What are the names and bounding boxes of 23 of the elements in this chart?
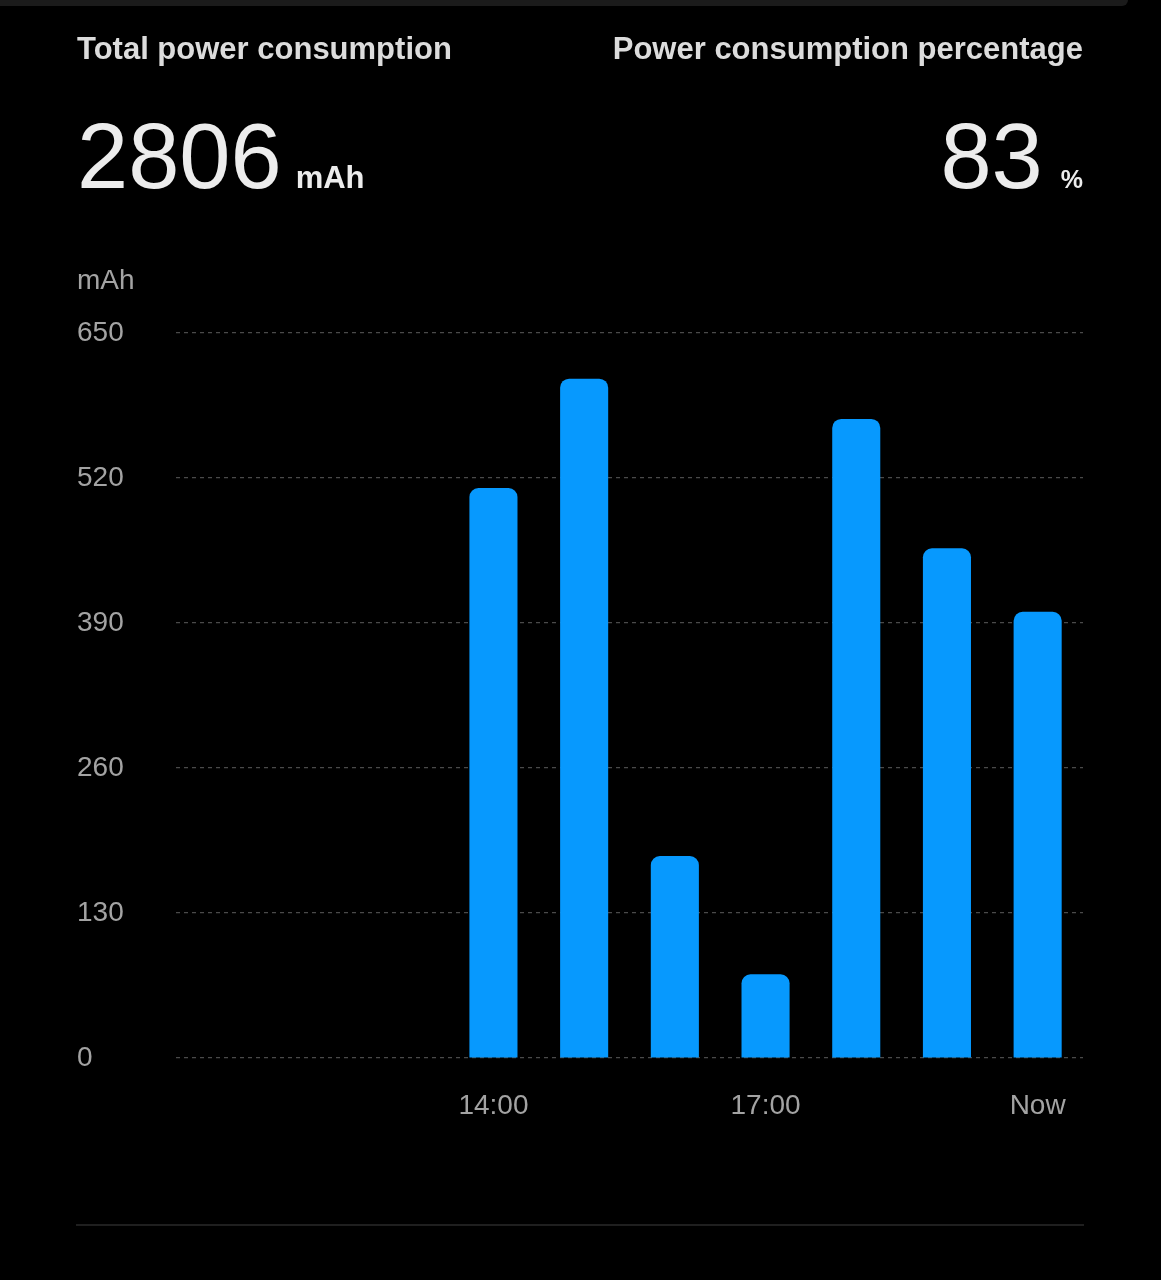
y-tick-label: 520	[77, 460, 124, 492]
text: 2806	[77, 105, 282, 207]
x-tick-label: Now	[1009, 1088, 1067, 1120]
y-tick-label: 650	[77, 315, 124, 347]
bar	[832, 418, 881, 1058]
y-tick-label: 260	[77, 750, 124, 782]
y-tick-label: 130	[77, 895, 124, 927]
y-axis-title: mAh	[77, 264, 135, 297]
bar	[741, 974, 790, 1058]
text: Power consumption percentage	[612, 31, 1083, 67]
text: 83	[940, 105, 1043, 207]
bar	[1013, 611, 1062, 1058]
text: Total power consumption	[77, 31, 452, 67]
text: mAh	[295, 160, 365, 195]
y-tick-label: 390	[77, 605, 124, 637]
y-tick-label: 0	[77, 1040, 93, 1072]
x-tick-label: 17:00	[730, 1088, 801, 1120]
bar	[650, 856, 699, 1058]
bar	[560, 378, 609, 1058]
bar	[469, 488, 518, 1058]
bar	[922, 548, 971, 1058]
text: %	[1060, 165, 1083, 193]
x-tick-label: 14:00	[458, 1088, 529, 1120]
